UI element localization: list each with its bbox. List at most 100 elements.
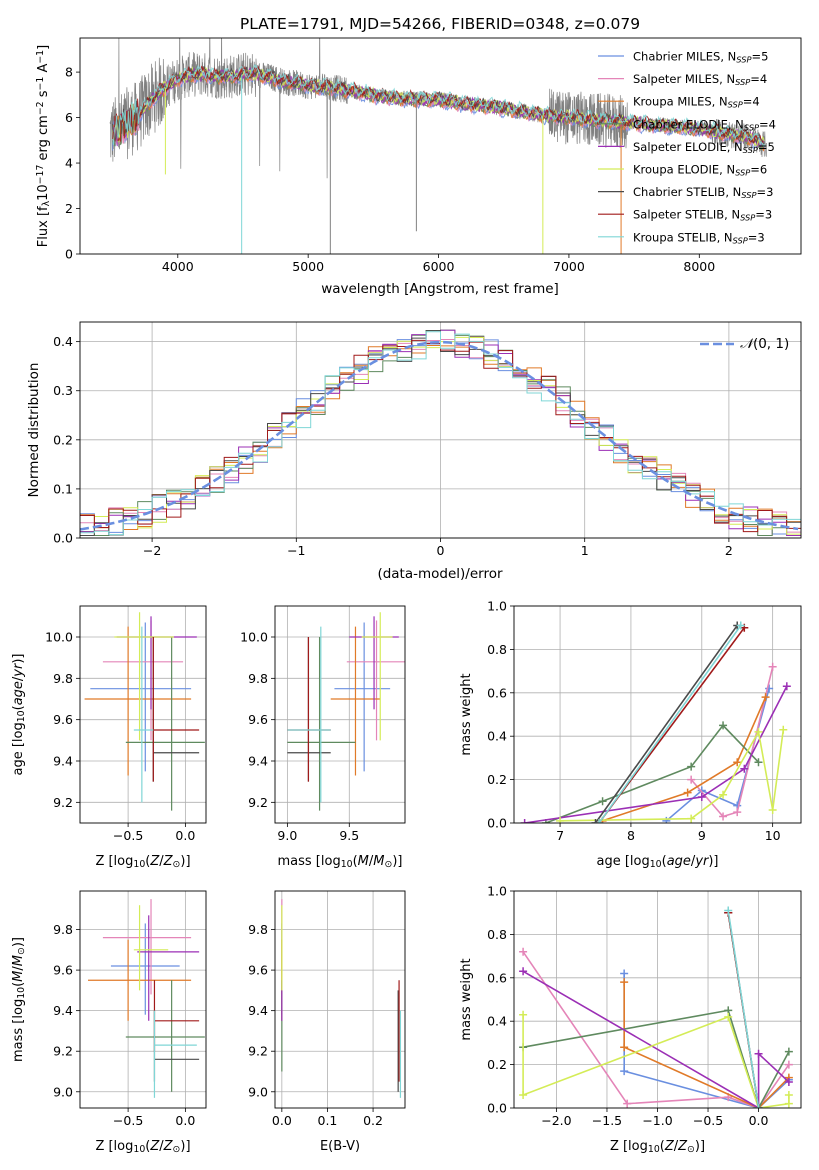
weight-marker (768, 805, 777, 814)
y-tick-label: 0.6 (487, 970, 507, 985)
plot-area (88, 899, 205, 1098)
weight-marker (591, 819, 600, 823)
legend-entry: Salpeter ELODIE, NSSP=5 (633, 140, 775, 155)
y-tick-label: 9.4 (53, 1003, 73, 1018)
x-tick-label: 9 (698, 828, 706, 843)
x-tick-label: −1 (287, 543, 305, 558)
panel-mass_weight_vs_Z: −2.0 −1.5 −1.0 −0.5 0.0 0.0 0.2 0.4 0.6 0.8 1.0 Z [… (459, 884, 802, 1155)
legend-entry: Kroupa MILES, NSSP=4 (633, 95, 760, 110)
x-tick-label: −0.5 (113, 828, 143, 843)
y-tick-label: 9.6 (53, 712, 73, 727)
weight-line (602, 696, 767, 822)
axes-frame (79, 605, 207, 824)
y-tick-label: 9.6 (248, 712, 268, 727)
x-axis-label: E(B-V) (320, 1139, 360, 1154)
y-tick-label: 2 (65, 201, 73, 216)
weight-marker (733, 808, 742, 817)
weight-line (623, 973, 790, 1108)
weight-marker (724, 906, 733, 915)
x-axis-label: Z [log10(Z/Z⊙)] (95, 1139, 190, 1155)
x-tick-label: 0.0 (175, 1113, 195, 1128)
y-tick-label: 0.2 (53, 432, 73, 447)
legend: Chabrier MILES, NSSP=5 Salpeter MILES, NS… (598, 50, 776, 245)
weight-line (522, 1009, 790, 1108)
y-tick-label: 9.8 (248, 922, 268, 937)
y-tick-label: 8 (65, 65, 73, 80)
y-tick-label: 9.6 (248, 963, 268, 978)
weight-line (594, 625, 738, 823)
weight-marker (683, 788, 692, 797)
x-tick-label: 0 (437, 543, 445, 558)
y-tick-label: 9.2 (53, 1044, 73, 1059)
y-tick-label: 9.8 (53, 671, 73, 686)
weight-marker (620, 1067, 629, 1076)
weight-marker (623, 1099, 632, 1108)
x-tick-label: 6000 (423, 259, 455, 274)
x-axis-label: mass [log10(M/M⊙)] (278, 854, 403, 870)
y-tick-label: 9.8 (248, 671, 268, 686)
weight-line (727, 910, 760, 1108)
y-tick-label: 9.2 (248, 1044, 268, 1059)
panel-mass_vs_Z: −0.5 0.0 9.0 9.2 9.4 9.6 9.8 Z [log10(Z/Z⊙)] mas… (11, 890, 207, 1155)
weight-line (598, 625, 742, 823)
y-tick-label: 1.0 (487, 599, 507, 614)
weight-marker (556, 816, 565, 823)
weight-line (524, 685, 788, 823)
weight-marker (598, 797, 607, 806)
weight-marker (779, 725, 788, 734)
y-tick-label: 0.6 (487, 685, 507, 700)
weight-marker (784, 1099, 793, 1108)
y-tick-label: 0.8 (487, 927, 507, 942)
weight-marker (519, 1090, 528, 1099)
panel-residuals: −2 −1 0 1 2 0.0 0.1 0.2 0.3 0.4 𝒩(0, 1) (data-model… (26, 321, 802, 582)
x-axis-label: Z [log10(Z/Z⊙)] (95, 854, 190, 870)
weight-marker (620, 978, 629, 987)
panel-age_vs_Z: −0.5 0.0 9.2 9.4 9.6 9.8 10.0 Z [log10(Z/Z⊙)] ag… (11, 605, 207, 870)
panel-mass_vs_ebv: 0.0 0.1 0.2 9.0 9.2 9.4 9.6 9.8 E(B-V) (248, 890, 406, 1154)
x-tick-label: 0.1 (318, 1113, 338, 1128)
x-tick-label: 0.0 (749, 1113, 769, 1128)
x-tick-label: −2.0 (541, 1113, 571, 1128)
y-tick-label: 0.0 (487, 816, 507, 831)
legend-entry: Chabrier MILES, NSSP=5 (633, 50, 768, 65)
y-tick-label: 0.2 (487, 1057, 507, 1072)
weight-marker (784, 1060, 793, 1069)
x-tick-label: 0.0 (272, 1113, 292, 1128)
axes-frame (79, 37, 802, 255)
y-tick-label: 0.0 (53, 531, 73, 546)
weight-marker (620, 969, 629, 978)
weight-marker (768, 662, 777, 671)
axes-frame (274, 605, 406, 824)
y-tick-label: 1.0 (487, 884, 507, 899)
weight-marker (782, 682, 791, 691)
panel-spectrum: 4000 5000 6000 7000 8000 0 2 4 6 8 wavelength [Ang… (35, 37, 802, 297)
legend-entry: Kroupa STELIB, NSSP=3 (633, 230, 765, 245)
x-tick-label: −0.5 (113, 1113, 143, 1128)
panel-age_vs_mass: 9.0 9.5 9.2 9.4 9.6 9.8 10.0 mass [log10(M/M⊙)] (240, 605, 406, 870)
y-axis-label: mass weight (459, 958, 474, 1040)
weight-line (545, 724, 760, 823)
legend-entry: Chabrier ELODIE, NSSP=4 (633, 117, 776, 132)
plot-area (109, 38, 768, 254)
legend-entry: Kroupa ELODIE, NSSP=6 (633, 163, 767, 178)
weight-marker (519, 967, 528, 976)
weight-marker (736, 621, 745, 630)
legend-entry: Salpeter STELIB, NSSP=3 (633, 208, 772, 223)
model-spectrum-line (112, 68, 765, 151)
plot-area (80, 329, 801, 536)
weight-marker (784, 1047, 793, 1056)
x-tick-label: −1.0 (642, 1113, 672, 1128)
weight-marker (784, 1090, 793, 1099)
plot-area (281, 899, 402, 1098)
histogram-series (80, 331, 801, 536)
x-tick-label: −2 (143, 543, 161, 558)
x-axis-label: wavelength [Angstrom, rest frame] (321, 281, 559, 297)
x-tick-label: 5000 (292, 259, 324, 274)
weight-marker (520, 819, 529, 823)
x-tick-label: 7000 (553, 259, 585, 274)
weight-marker (765, 684, 774, 693)
weight-marker (595, 819, 604, 823)
weight-marker (754, 758, 763, 767)
y-tick-label: 0.4 (53, 334, 73, 349)
